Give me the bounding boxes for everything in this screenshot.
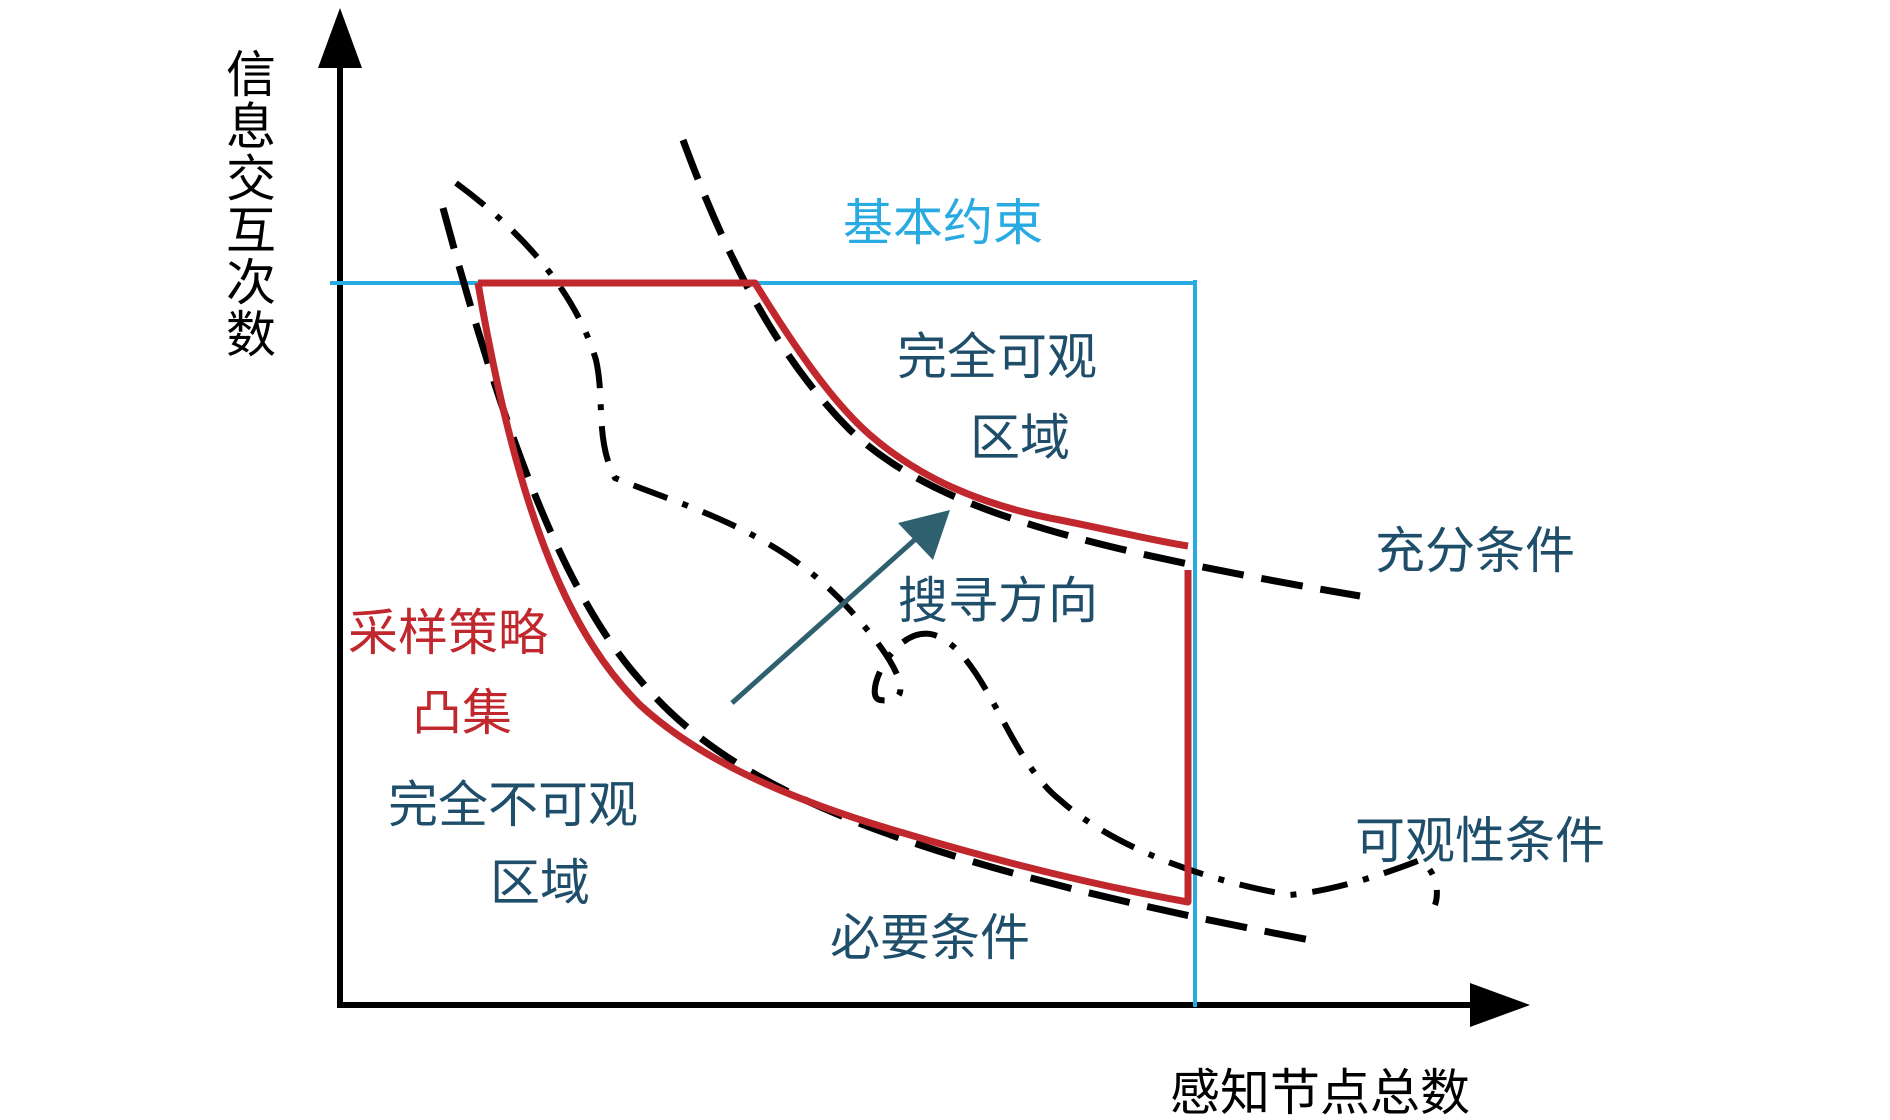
basic-constraint-label: 基本约束	[843, 194, 1043, 252]
search-direction-arrow-shaft	[730, 533, 922, 705]
fully-unobservable-label-line2: 区域	[490, 854, 590, 912]
x-axis-arrowhead	[1470, 983, 1530, 1027]
necessary-condition-label: 必要条件	[830, 909, 1030, 967]
search-direction-label: 搜寻方向	[898, 572, 1098, 630]
sampling-strategy-label-line1: 采样策略	[348, 604, 548, 662]
observability-condition-label: 可观性条件	[1355, 812, 1605, 870]
sufficient-condition-label: 充分条件	[1375, 522, 1575, 580]
x-axis-label: 感知节点总数	[1170, 1064, 1470, 1120]
sampling-strategy-convex-set	[474, 279, 1192, 906]
search-direction-arrowhead	[898, 510, 950, 560]
fully-observable-label-line1: 完全可观	[897, 328, 1097, 386]
y-axis-arrowhead	[318, 8, 362, 68]
y-axis-label: 信息交互次数	[218, 48, 276, 360]
fully-observable-label-line2: 区域	[970, 409, 1070, 467]
sampling-strategy-label-line2: 凸集	[412, 684, 512, 742]
observability-condition-curve	[454, 180, 1440, 906]
fully-unobservable-label-line1: 完全不可观	[388, 776, 638, 834]
